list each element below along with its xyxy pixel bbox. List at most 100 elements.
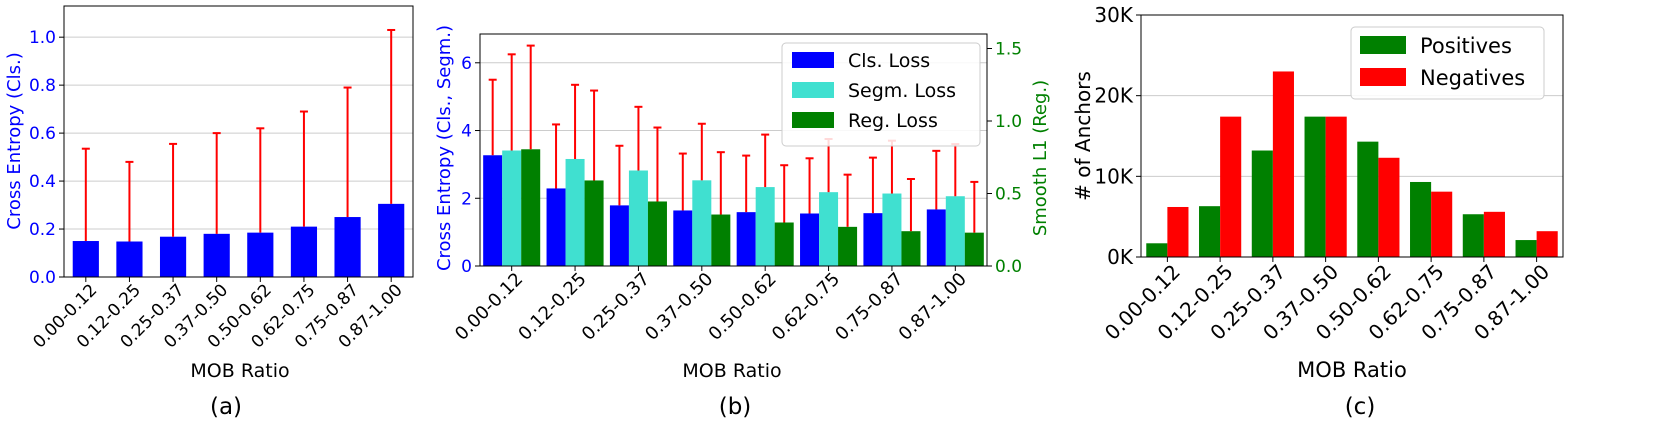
bar (546, 188, 566, 266)
x-tick-label: 0.00-0.12 (451, 269, 527, 345)
bar (882, 193, 902, 266)
bar (926, 209, 946, 266)
y-tick-label: 0.0 (29, 268, 56, 288)
bar (116, 241, 143, 277)
bar (159, 236, 187, 277)
bar (945, 196, 965, 266)
y-tick-label: 0.8 (29, 76, 56, 96)
bar (1357, 141, 1379, 257)
legend-label: Segm. Loss (848, 80, 956, 102)
bar (711, 214, 731, 266)
bar (647, 201, 667, 266)
y-axis-label: Cross Entropy (Cls., Segm.) (434, 25, 455, 271)
legend-label: Cls. Loss (848, 50, 930, 72)
y-tick-label: 2 (461, 189, 472, 209)
bar (692, 180, 712, 266)
y-tick-label: 20K (1094, 84, 1133, 108)
bar (290, 226, 318, 277)
x-tick-label: 0.25-0.37 (578, 269, 654, 345)
y-tick-label: 6 (461, 54, 472, 74)
y-axis-label: # of Anchors (1071, 71, 1095, 201)
legend-label: Negatives (1420, 66, 1525, 90)
bar (565, 158, 585, 266)
bar (1199, 206, 1221, 257)
y-tick-label: 10K (1094, 164, 1133, 188)
bar (203, 233, 230, 277)
bar (628, 170, 648, 266)
y-tick-label: 1.0 (29, 28, 56, 48)
bar (1483, 211, 1505, 257)
panel-b: 0 2 4 6 0.0 0.5 1.0 1.5 0.00-0.120.12-0.250.25… (434, 25, 1051, 420)
y-tick-label-right: 0.5 (995, 185, 1022, 205)
x-tick-label: 0.62-0.75 (768, 269, 844, 345)
bar (334, 217, 361, 277)
bar (1251, 150, 1273, 257)
y-tick-label-right: 0.0 (995, 257, 1022, 277)
x-axis-label: MOB Ratio (682, 360, 781, 382)
y-tick-label: 0.6 (29, 124, 56, 144)
bar (1536, 231, 1558, 257)
bar (502, 150, 522, 266)
legend-swatch (1360, 68, 1406, 86)
bar (521, 149, 541, 266)
bar (901, 231, 921, 266)
bar (800, 213, 820, 266)
panel-caption: (c) (1345, 394, 1376, 420)
bar (838, 226, 858, 266)
bar (609, 205, 629, 266)
panel-caption: (a) (210, 394, 242, 420)
plot-frame (1140, 14, 1564, 258)
bar (1515, 240, 1537, 257)
y-tick-label-right: 1.5 (995, 40, 1022, 60)
y-tick-label: 0.2 (29, 220, 56, 240)
plot-frame (63, 5, 414, 278)
bar (774, 222, 794, 266)
bar (1167, 206, 1189, 257)
bar (863, 213, 883, 266)
y-axis-label-right: Smooth L1 (Reg.) (1030, 80, 1051, 236)
legend: Positives Negatives (1350, 26, 1545, 100)
bar (1272, 71, 1294, 257)
y-tick-label: 0K (1107, 245, 1134, 269)
bar (819, 192, 839, 266)
legend-swatch (1360, 36, 1406, 54)
x-axis-label: MOB Ratio (190, 360, 289, 382)
x-tick-label: 0.37-0.50 (641, 269, 717, 345)
bar (736, 212, 756, 266)
bar (1146, 243, 1168, 257)
y-tick-label-right: 1.0 (995, 112, 1022, 132)
legend-swatch (792, 112, 834, 128)
legend-swatch (792, 52, 834, 68)
bar (1462, 214, 1484, 257)
y-tick-label: 0.4 (29, 172, 56, 192)
bar (72, 241, 99, 277)
legend-swatch (792, 82, 834, 98)
bar (584, 180, 604, 266)
bar (1304, 116, 1326, 257)
y-axis-label: Cross Entropy (Cls.) (4, 52, 25, 229)
bar (755, 187, 775, 266)
y-tick-label: 30K (1094, 3, 1133, 27)
x-tick-label: 0.12-0.25 (514, 269, 590, 345)
bar (1325, 116, 1347, 257)
panel-a: 0.00.20.40.60.81.0 0.00-0.120.12-0.250.2… (4, 5, 414, 420)
bar (1378, 157, 1400, 257)
y-tick-label: 0 (461, 257, 472, 277)
x-tick-label: 0.50-0.62 (705, 269, 781, 345)
bar (1410, 181, 1432, 257)
bar (1220, 116, 1242, 257)
bar (964, 232, 984, 266)
legend-label: Reg. Loss (848, 110, 938, 132)
bar (673, 210, 693, 266)
legend: Cls. Loss Segm. Loss Reg. Loss (781, 42, 981, 147)
bar (247, 232, 274, 277)
panel-caption: (b) (719, 394, 752, 420)
x-tick-label: 0.87-1.00 (895, 269, 971, 345)
bar (483, 155, 503, 266)
bar (378, 203, 405, 277)
y-tick-label: 4 (461, 122, 472, 142)
bar (1431, 191, 1453, 257)
x-tick-label: 0.75-0.87 (831, 269, 907, 345)
